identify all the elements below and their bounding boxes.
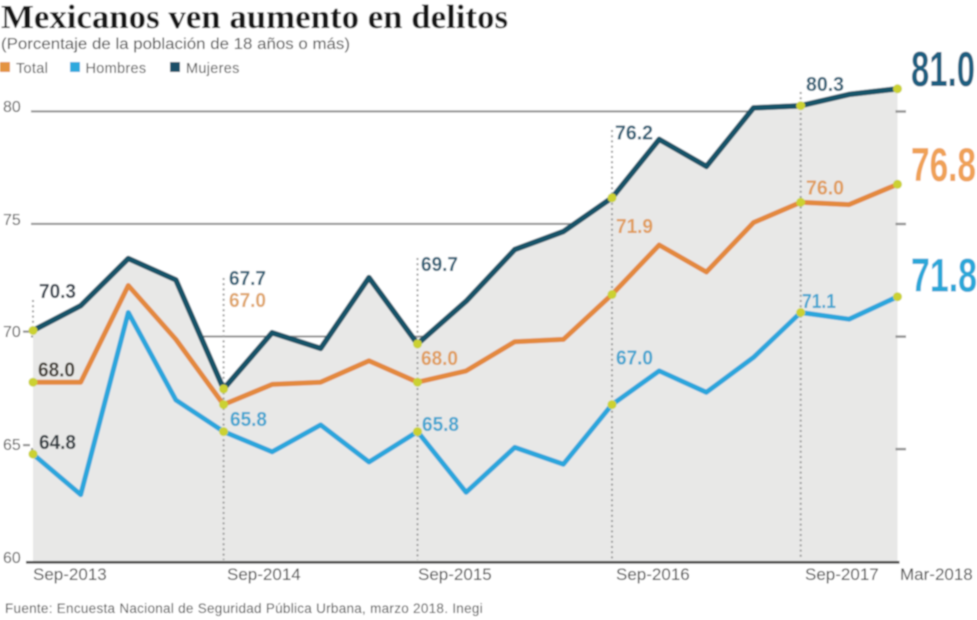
svg-text:67.7: 67.7 — [229, 268, 266, 290]
svg-text:68.0: 68.0 — [421, 348, 458, 370]
svg-text:Mar-2018: Mar-2018 — [900, 565, 973, 584]
svg-text:(Porcentaje de la población de: (Porcentaje de la población de 18 años o… — [1, 36, 350, 53]
svg-text:76.0: 76.0 — [806, 178, 844, 200]
svg-text:67.0: 67.0 — [616, 348, 653, 370]
svg-text:76.8: 76.8 — [911, 138, 976, 191]
svg-text:Sep-2014: Sep-2014 — [227, 565, 301, 584]
svg-text:70.3: 70.3 — [39, 281, 76, 303]
svg-text:Sep-2016: Sep-2016 — [616, 565, 690, 584]
svg-text:80: 80 — [3, 99, 21, 116]
svg-text:65: 65 — [3, 437, 21, 454]
svg-text:65.8: 65.8 — [230, 409, 267, 431]
svg-text:75: 75 — [3, 212, 21, 229]
svg-text:60: 60 — [3, 550, 21, 567]
svg-text:Sep-2015: Sep-2015 — [418, 565, 492, 584]
svg-text:Fuente: Encuesta Nacional de S: Fuente: Encuesta Nacional de Seguridad P… — [5, 601, 483, 616]
svg-text:68.0: 68.0 — [38, 360, 75, 382]
svg-text:Mujeres: Mujeres — [186, 61, 240, 77]
svg-text:Hombres: Hombres — [86, 61, 147, 77]
svg-text:Sep-2013: Sep-2013 — [33, 565, 107, 584]
svg-text:70: 70 — [3, 324, 21, 341]
svg-text:Mexicanos ven aumento en delit: Mexicanos ven aumento en delitos — [1, 0, 508, 36]
svg-text:80.3: 80.3 — [806, 74, 844, 96]
svg-text:71.8: 71.8 — [911, 249, 977, 302]
svg-text:Sep-2017: Sep-2017 — [805, 565, 879, 584]
svg-text:Total: Total — [16, 61, 48, 77]
svg-text:64.8: 64.8 — [39, 432, 76, 454]
svg-text:76.2: 76.2 — [615, 123, 653, 145]
svg-text:65.8: 65.8 — [422, 414, 459, 436]
svg-text:71.9: 71.9 — [616, 216, 653, 238]
svg-text:81.0: 81.0 — [911, 43, 975, 97]
svg-text:69.7: 69.7 — [421, 254, 458, 276]
svg-text:67.0: 67.0 — [229, 290, 266, 312]
svg-text:71.1: 71.1 — [802, 291, 836, 313]
